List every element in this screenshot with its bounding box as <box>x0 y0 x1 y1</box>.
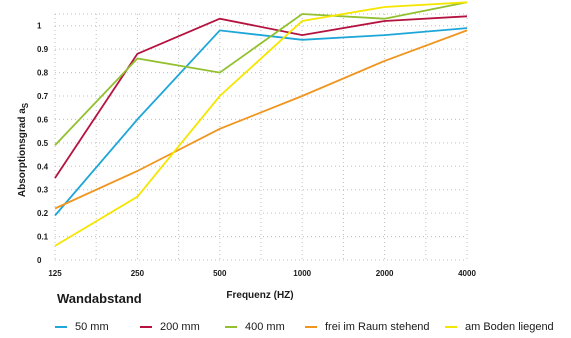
y-axis-label-subscript: S <box>21 102 30 108</box>
y-tick-label: 0.5 <box>37 139 49 148</box>
legend-label: am Boden liegend <box>465 321 554 333</box>
x-tick-label: 2000 <box>376 269 394 278</box>
y-tick-labels: 0 0.1 0.2 0.3 0.4 0.5 0.6 0.7 0.8 0.9 1 <box>37 22 49 265</box>
y-tick-label: 0.8 <box>37 69 49 78</box>
series-line-200-mm <box>54 15 468 179</box>
legend-swatch <box>140 326 152 328</box>
series-lines <box>54 1 468 247</box>
series-line-50-mm <box>54 27 468 217</box>
x-tick-label: 1000 <box>293 269 311 278</box>
legend-swatch <box>55 326 67 328</box>
legend-item: 50 mm <box>55 321 109 333</box>
y-tick-label: 0.6 <box>37 115 49 124</box>
legend-item: frei im Raum stehend <box>305 321 430 333</box>
x-tick-label: 4000 <box>458 269 476 278</box>
y-tick-label: 1 <box>37 22 42 31</box>
y-axis-label-main: Absorptionsgrad a <box>17 108 28 197</box>
y-axis-label: Absorptionsgrad aS <box>17 102 30 197</box>
x-axis-label: Frequenz (HZ) <box>226 290 293 301</box>
x-tick-label: 250 <box>131 269 145 278</box>
legend-item: 200 mm <box>140 321 200 333</box>
legend-label: 50 mm <box>75 321 109 333</box>
y-tick-label: 0.3 <box>37 186 49 195</box>
x-tick-label: 125 <box>48 269 62 278</box>
legend-swatch <box>445 326 457 328</box>
series-line-frei-im-raum-stehend <box>54 29 468 210</box>
series-line-am-boden-liegend <box>54 1 468 247</box>
legend-swatch <box>225 326 237 328</box>
legend-label: 400 mm <box>245 321 285 333</box>
y-tick-label: 0 <box>37 256 42 265</box>
y-tick-label: 0.9 <box>37 45 49 54</box>
legend-title: Wandabstand <box>57 291 142 306</box>
legend-label: 200 mm <box>160 321 200 333</box>
y-tick-label: 0.7 <box>37 92 49 101</box>
y-tick-label: 0.1 <box>37 233 49 242</box>
legend-item: 400 mm <box>225 321 285 333</box>
y-tick-label: 0.4 <box>37 162 49 171</box>
grid <box>54 13 468 261</box>
legend-swatch <box>305 326 317 328</box>
x-tick-label: 500 <box>213 269 227 278</box>
y-tick-label: 0.2 <box>37 209 49 218</box>
legend-label: frei im Raum stehend <box>325 321 430 333</box>
legend-item: am Boden liegend <box>445 321 554 333</box>
x-tick-labels: 125 250 500 1000 2000 4000 <box>48 269 476 278</box>
series-line-400-mm <box>54 1 468 146</box>
